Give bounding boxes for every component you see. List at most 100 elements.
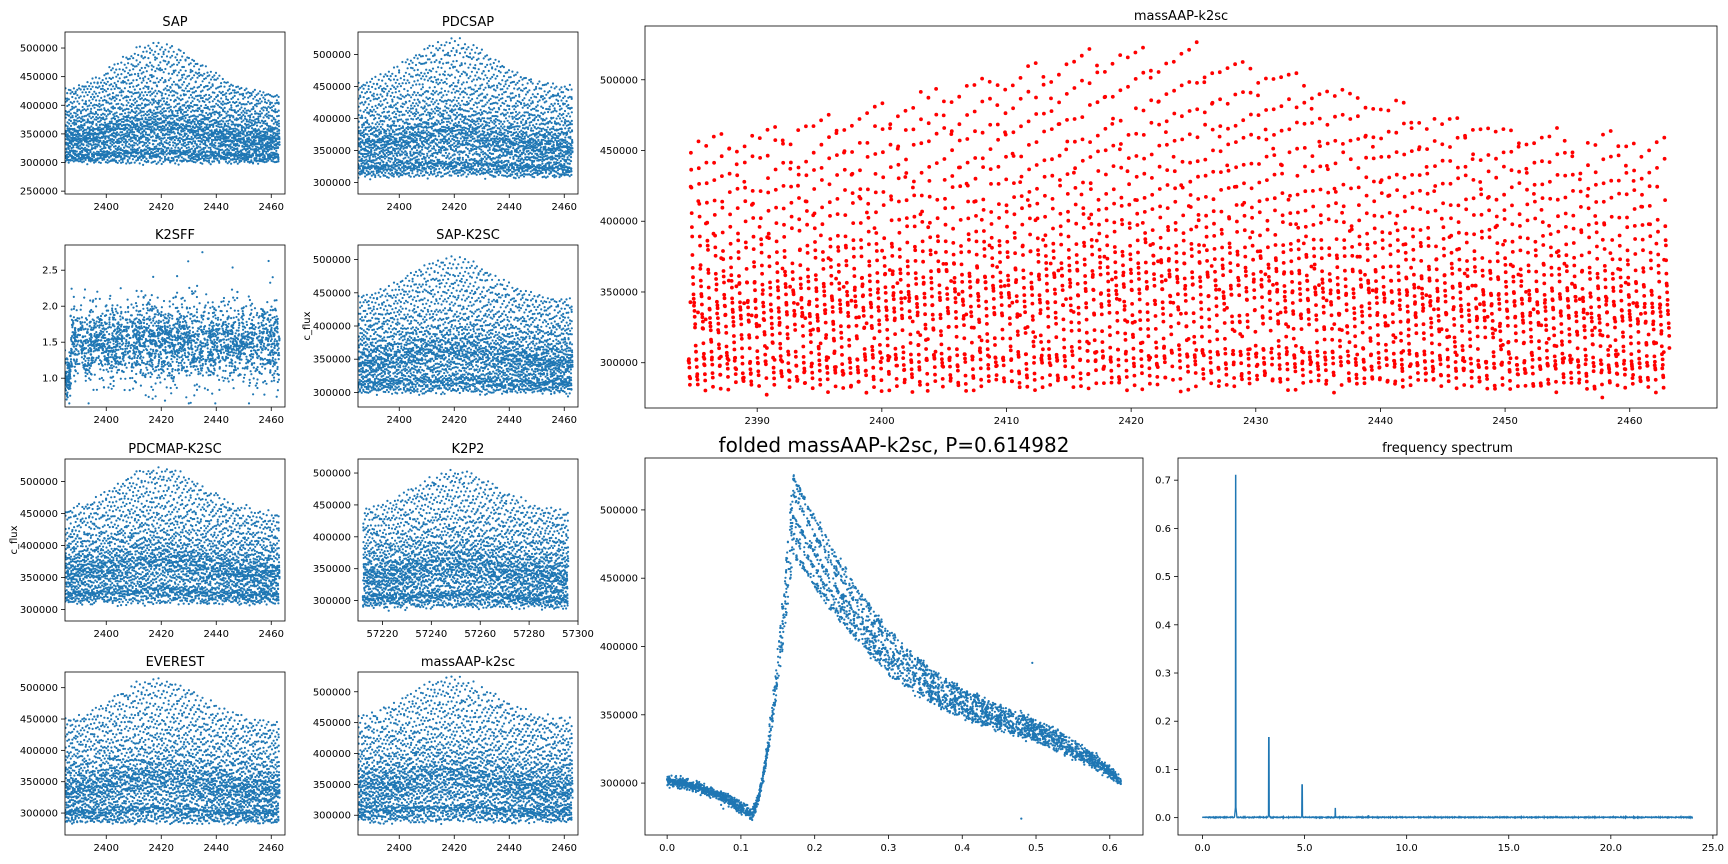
- data-point: [209, 146, 212, 149]
- data-point: [387, 159, 390, 162]
- data-point: [109, 139, 112, 142]
- data-point: [138, 129, 141, 132]
- data-point: [145, 148, 148, 151]
- data-point: [387, 143, 390, 146]
- data-point: [418, 94, 421, 97]
- data-point: [265, 93, 268, 96]
- data-point: [140, 102, 144, 105]
- data-point: [426, 47, 429, 50]
- data-point: [65, 110, 67, 113]
- data-point: [112, 97, 115, 100]
- data-point: [401, 105, 404, 109]
- data-point: [135, 104, 138, 107]
- data-point: [97, 127, 100, 130]
- data-point: [160, 94, 163, 97]
- data-point: [406, 118, 409, 121]
- data-point: [192, 152, 195, 155]
- data-point: [158, 147, 161, 150]
- data-point: [107, 108, 110, 111]
- data-point: [430, 100, 433, 103]
- data-point: [362, 96, 365, 99]
- data-point: [415, 102, 418, 105]
- data-point: [364, 138, 367, 141]
- data-point: [203, 106, 206, 109]
- data-point: [184, 106, 188, 109]
- data-point: [117, 116, 120, 119]
- data-point: [377, 113, 381, 116]
- data-point: [381, 119, 384, 123]
- data-point: [77, 142, 80, 145]
- data-point: [91, 112, 94, 115]
- data-point: [122, 109, 125, 112]
- data-point: [123, 76, 126, 79]
- data-point: [250, 119, 253, 122]
- data-point: [432, 116, 435, 119]
- data-point: [387, 172, 390, 175]
- data-point: [408, 94, 411, 97]
- data-point: [412, 128, 415, 132]
- data-point: [208, 87, 211, 90]
- data-point: [403, 141, 407, 144]
- data-point: [246, 134, 249, 137]
- data-point: [103, 74, 106, 77]
- data-point: [395, 137, 398, 140]
- data-point: [395, 116, 398, 119]
- data-point: [193, 126, 196, 129]
- data-point: [105, 125, 108, 128]
- data-point: [417, 130, 420, 133]
- data-point: [277, 122, 280, 125]
- data-point: [234, 123, 237, 126]
- data-point: [424, 160, 427, 163]
- data-point: [440, 125, 444, 128]
- data-point: [256, 146, 259, 149]
- data-point: [127, 114, 130, 117]
- data-point: [161, 134, 164, 137]
- data-point: [79, 144, 82, 147]
- data-point: [76, 110, 79, 113]
- data-point: [159, 67, 162, 70]
- data-point: [157, 90, 160, 93]
- data-point: [223, 85, 226, 88]
- data-point: [186, 113, 189, 116]
- data-point: [68, 149, 72, 152]
- data-point: [238, 87, 241, 90]
- data-point: [258, 97, 262, 100]
- data-point: [162, 114, 165, 117]
- data-point: [87, 145, 90, 148]
- data-point: [110, 128, 113, 131]
- data-point: [186, 160, 189, 163]
- data-point: [439, 132, 442, 135]
- data-point: [144, 105, 147, 108]
- data-point: [271, 145, 274, 148]
- data-point: [169, 117, 172, 120]
- data-point: [386, 85, 389, 88]
- data-point: [409, 175, 412, 178]
- data-point: [174, 83, 177, 86]
- data-point: [275, 160, 278, 163]
- data-point: [67, 159, 70, 162]
- data-point: [385, 148, 388, 151]
- data-point: [418, 168, 421, 171]
- data-point: [387, 168, 390, 171]
- data-point: [416, 168, 419, 171]
- data-point: [393, 104, 396, 107]
- data-point: [187, 63, 191, 66]
- data-point: [83, 88, 86, 91]
- data-point: [436, 144, 439, 147]
- data-point: [240, 103, 243, 106]
- data-point: [131, 133, 134, 136]
- data-point: [112, 126, 115, 129]
- data-point: [406, 89, 409, 92]
- data-point: [122, 123, 125, 127]
- data-point: [125, 66, 128, 69]
- data-point: [361, 134, 364, 137]
- data-point: [95, 140, 98, 143]
- data-point: [213, 98, 216, 101]
- data-point: [135, 100, 138, 103]
- data-point: [137, 126, 141, 129]
- data-point: [200, 120, 203, 124]
- data-point: [105, 115, 108, 118]
- data-point: [74, 150, 77, 153]
- data-point: [111, 159, 114, 162]
- data-point: [380, 171, 384, 174]
